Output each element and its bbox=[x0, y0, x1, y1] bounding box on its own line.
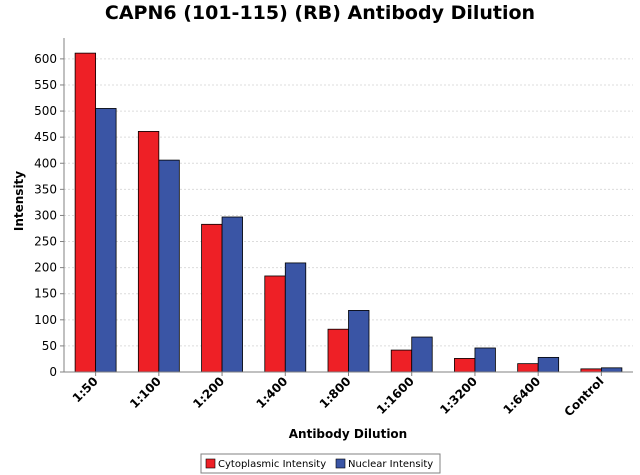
bar-cytoplasmic bbox=[137, 131, 160, 373]
bar-cytoplasmic bbox=[264, 275, 286, 373]
y-tick-label: 100 bbox=[34, 313, 57, 327]
y-tick-label: 550 bbox=[34, 78, 57, 92]
y-tick-label: 350 bbox=[34, 182, 57, 196]
bar-nuclear bbox=[348, 310, 370, 373]
x-tick-label: 1:400 bbox=[253, 374, 290, 411]
x-tick-label: 1:1600 bbox=[374, 374, 417, 417]
x-axis-label: Antibody Dilution bbox=[289, 427, 407, 441]
y-tick-label: 400 bbox=[34, 156, 57, 170]
bar-nuclear bbox=[95, 108, 117, 373]
bar-cytoplasmic bbox=[327, 328, 349, 373]
bars bbox=[74, 52, 623, 373]
legend-frame bbox=[200, 453, 441, 474]
y-tick-label: 0 bbox=[49, 365, 57, 379]
y-tick-label: 50 bbox=[42, 339, 57, 353]
bar-nuclear bbox=[158, 159, 180, 373]
x-tick-label: 1:800 bbox=[317, 374, 354, 411]
bar-nuclear bbox=[284, 262, 307, 373]
y-tick-label: 150 bbox=[34, 287, 57, 301]
bar-nuclear bbox=[411, 336, 433, 373]
y-tick-label: 500 bbox=[34, 104, 57, 118]
legend-label-cytoplasmic: Cytoplasmic Intensity bbox=[218, 459, 326, 470]
legend-label-nuclear: Nuclear Intensity bbox=[348, 459, 433, 470]
bar-cytoplasmic bbox=[454, 358, 476, 373]
x-tick-label: 1:6400 bbox=[500, 374, 543, 417]
legend-swatch-cytoplasmic bbox=[205, 458, 216, 469]
x-ticks: 1:50 1:100 1:200 1:400 1:800 1:1600 1:3200 1:64… bbox=[70, 372, 607, 419]
y-tick-label: 200 bbox=[34, 261, 57, 275]
y-tick-label: 450 bbox=[34, 130, 57, 144]
y-tick-label: 300 bbox=[34, 208, 57, 222]
legend-swatch-nuclear bbox=[335, 458, 346, 469]
x-tick-label: 1:100 bbox=[127, 374, 164, 411]
bar-cytoplasmic bbox=[201, 223, 223, 373]
y-tick-label: 600 bbox=[34, 52, 57, 66]
x-tick-label: Control bbox=[562, 374, 607, 419]
bar-nuclear bbox=[221, 216, 243, 373]
y-tick-label: 250 bbox=[34, 235, 57, 249]
bar-nuclear bbox=[537, 356, 560, 373]
x-tick-label: 1:50 bbox=[70, 374, 101, 405]
bar-nuclear bbox=[474, 347, 496, 373]
bar-cytoplasmic bbox=[390, 349, 413, 373]
x-tick-label: 1:3200 bbox=[437, 374, 480, 417]
legend: Cytoplasmic Intensity Nuclear Intensity bbox=[200, 453, 441, 474]
chart-title: CAPN6 (101-115) (RB) Antibody Dilution bbox=[105, 2, 535, 24]
x-tick-label: 1:200 bbox=[190, 374, 227, 411]
y-axis-label: Intensity bbox=[12, 171, 26, 231]
bar-nuclear bbox=[600, 367, 623, 373]
bar-cytoplasmic bbox=[517, 363, 539, 373]
y-ticks: 0 50 100 150 200 250 300 350 400 450 500 550 600 bbox=[34, 52, 64, 379]
bar-cytoplasmic bbox=[74, 52, 97, 373]
